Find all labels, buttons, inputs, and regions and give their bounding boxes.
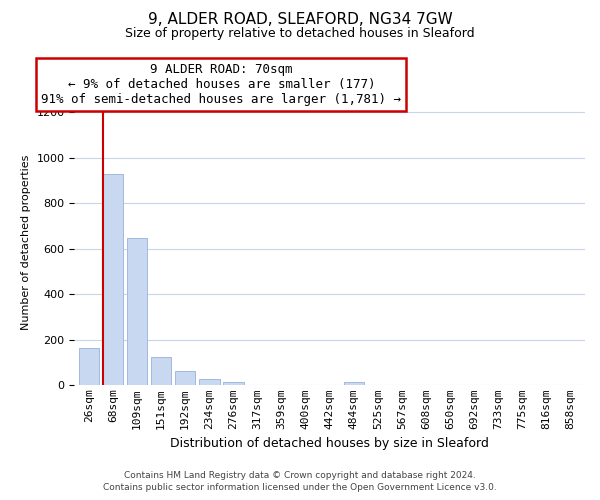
Bar	[103, 174, 123, 386]
Bar	[79, 348, 99, 386]
Text: 9, ALDER ROAD, SLEAFORD, NG34 7GW: 9, ALDER ROAD, SLEAFORD, NG34 7GW	[148, 12, 452, 28]
X-axis label: Distribution of detached houses by size in Sleaford: Distribution of detached houses by size …	[170, 437, 489, 450]
Bar	[175, 371, 196, 386]
Bar	[223, 382, 244, 386]
Y-axis label: Number of detached properties: Number of detached properties	[21, 154, 31, 330]
Bar	[151, 357, 172, 386]
Text: Contains HM Land Registry data © Crown copyright and database right 2024.
Contai: Contains HM Land Registry data © Crown c…	[103, 471, 497, 492]
Bar	[344, 382, 364, 386]
Bar	[199, 379, 220, 386]
Text: Size of property relative to detached houses in Sleaford: Size of property relative to detached ho…	[125, 28, 475, 40]
Bar	[127, 238, 147, 386]
Text: 9 ALDER ROAD: 70sqm
← 9% of detached houses are smaller (177)
91% of semi-detach: 9 ALDER ROAD: 70sqm ← 9% of detached hou…	[41, 62, 401, 106]
